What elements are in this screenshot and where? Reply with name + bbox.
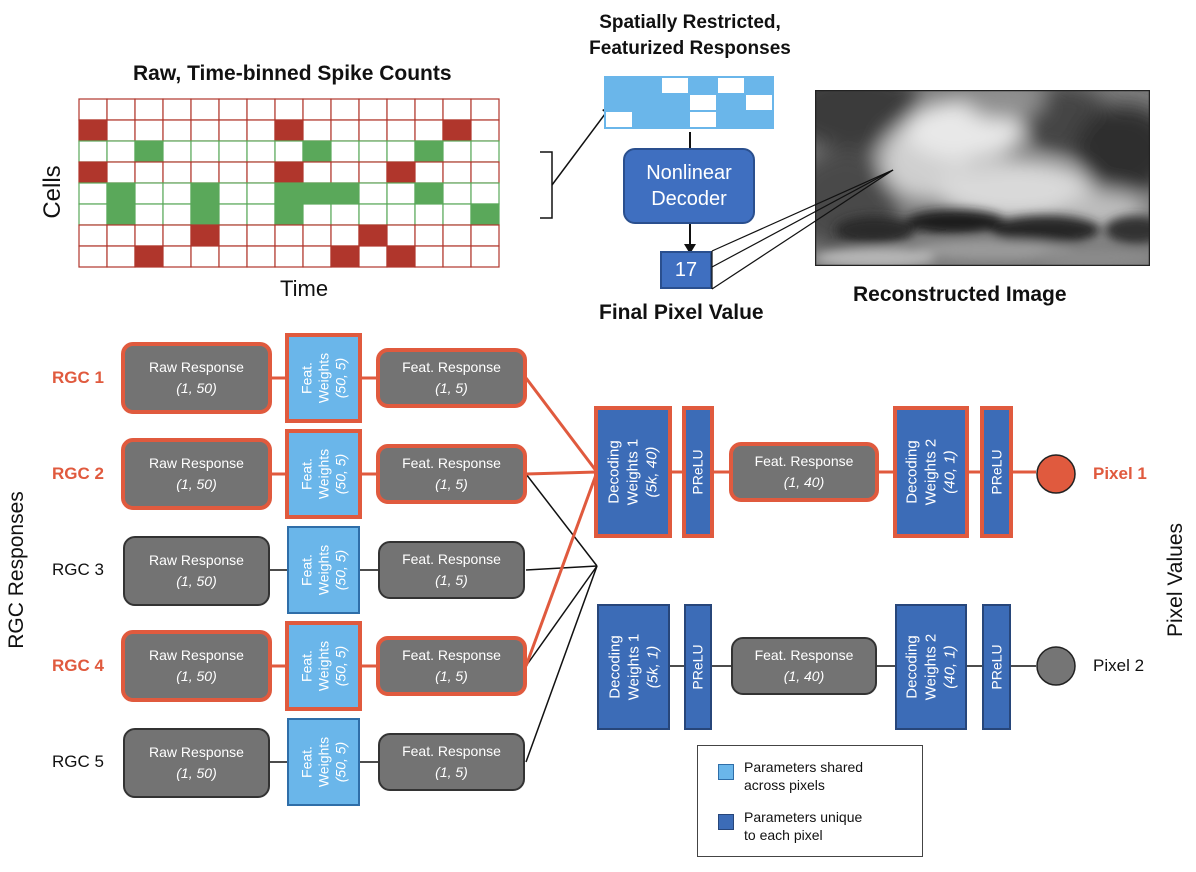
reconstructed-image-label: Reconstructed Image <box>853 283 1067 306</box>
decoding-weights-2-pixel-2: Decoding Weights 2 (40, 1) <box>895 604 967 730</box>
pixel-2-node <box>1036 646 1076 686</box>
decoding-weights-2-pixel-1: Decoding Weights 2 (40, 1) <box>893 406 969 538</box>
raw-response-box: Raw Response (1, 50) <box>121 438 272 510</box>
reconstructed-image <box>815 90 1150 266</box>
feature-response-box: Feat. Response (1, 5) <box>378 541 525 599</box>
final-pixel-label: Final Pixel Value <box>599 301 764 324</box>
decoding-weights-1-pixel-2: Decoding Weights 1 (5k, 1) <box>597 604 670 730</box>
feature-weights-box: Feat. Weights (50, 5) <box>287 718 360 806</box>
feature-weights-box: Feat. Weights (50, 5) <box>285 621 362 711</box>
final-pixel-value-box: 17 <box>660 251 712 289</box>
feat-grid-cell <box>744 110 774 129</box>
raw-response-box: Raw Response (1, 50) <box>123 728 270 798</box>
time-label: Time <box>280 276 329 301</box>
prelu-2-pixel-1: PReLU <box>980 406 1013 538</box>
raw-spike-title: Raw, Time-binned Spike Counts <box>133 62 452 85</box>
legend-unique-text: Parameters unique to each pixel <box>744 809 863 843</box>
rgc-2-label: RGC 2 <box>52 464 104 483</box>
spike-count-grid <box>78 98 500 268</box>
legend-swatch-unique <box>718 814 734 830</box>
nonlinear-decoder: Nonlinear Decoder <box>623 148 755 224</box>
featurized-response-grid <box>604 76 774 129</box>
prelu-pixel-1: PReLU <box>682 406 714 538</box>
spatial-title: Spatially Restricted, Featurized Respons… <box>589 12 791 59</box>
raw-response-box: Raw Response (1, 50) <box>121 630 272 702</box>
feature-weights-box: Feat. Weights (50, 5) <box>287 526 360 614</box>
prelu-pixel-2: PReLU <box>684 604 712 730</box>
legend-swatch-shared <box>718 764 734 780</box>
feature-weights-box: Feat. Weights (50, 5) <box>285 429 362 519</box>
decoding-weights-1-pixel-1: Decoding Weights 1 (5k, 40) <box>594 406 672 538</box>
pixel-2-label: Pixel 2 <box>1093 656 1145 675</box>
rgc-4-label: RGC 4 <box>52 656 104 675</box>
rgc-3-label: RGC 3 <box>52 560 104 579</box>
raw-response-box: Raw Response (1, 50) <box>121 342 272 414</box>
pixel-zoom-lines <box>711 169 894 290</box>
rgc-5-label: RGC 5 <box>52 752 104 771</box>
legend: Parameters shared across pixels Parameter… <box>697 745 923 857</box>
raw-response-box: Raw Response (1, 50) <box>123 536 270 606</box>
decoder-arrows <box>684 132 696 254</box>
feature-response-40-pixel-2: Feat. Response (1, 40) <box>731 637 877 695</box>
feature-response-40-pixel-1: Feat. Response (1, 40) <box>729 442 879 502</box>
feature-response-box: Feat. Response (1, 5) <box>376 636 527 696</box>
pixel-1-label: Pixel 1 <box>1093 464 1147 483</box>
prelu-2-pixel-2: PReLU <box>982 604 1011 730</box>
feature-weights-box: Feat. Weights (50, 5) <box>285 333 362 423</box>
pixel-1-node <box>1036 454 1076 494</box>
grid-cell <box>470 245 500 268</box>
feature-response-box: Feat. Response (1, 5) <box>376 348 527 408</box>
feature-response-box: Feat. Response (1, 5) <box>376 444 527 504</box>
feature-response-box: Feat. Response (1, 5) <box>378 733 525 791</box>
legend-shared-text: Parameters shared across pixels <box>744 759 864 793</box>
rgc-1-label: RGC 1 <box>52 368 104 387</box>
